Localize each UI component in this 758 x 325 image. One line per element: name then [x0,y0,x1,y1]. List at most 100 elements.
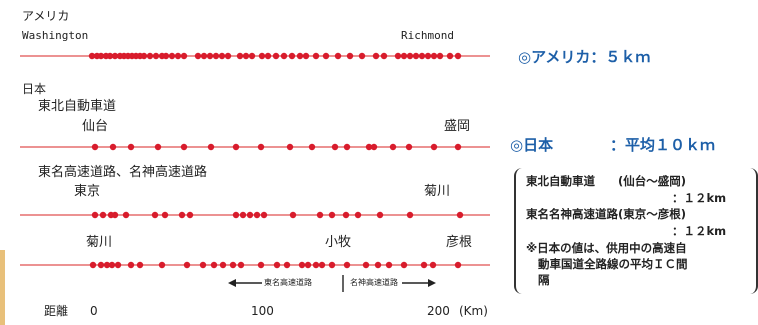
tohoku-route-interchange-dot [389,143,397,151]
tohoku-route-interchange-dot [365,143,373,151]
usa-route-interchange-dot [194,52,202,60]
meishin-route-interchange-dot [127,261,135,269]
tohoku-route-interchange-dot [286,143,294,151]
usa-route-interchange-dot [88,52,96,60]
usa-route-interchange-dot [454,52,462,60]
meishin-route-interchange-dot [103,261,111,269]
meishin-route-interchange-dot [318,261,326,269]
usa-route-interchange-dot [106,52,114,60]
japan-summary-value: ：平均１０ｋｍ [610,136,716,154]
left-edge-decoration [0,250,5,325]
meishin-arrow-head [428,279,436,287]
note-line-4: ：１２km [672,224,727,238]
tohoku-route-interchange-dot [127,143,135,151]
meishin-route-interchange-dot [304,261,312,269]
tomei-meishin-name: 東名高速道路、名神高速道路 [38,165,208,180]
usa-route-interchange-dot [272,52,280,60]
usa-title: アメリカ [22,9,70,23]
tohoku-route-interchange-dot [232,143,240,151]
legend-meishin: 名神高速道路 [350,278,398,287]
note-line-7: 隔 [538,273,550,287]
meishin-route-interchange-dot [114,261,122,269]
usa-route-interchange-dot [224,52,232,60]
tomei-route-interchange-dot [161,211,169,219]
tohoku-route-interchange-dot [109,143,117,151]
usa-route-interchange-dot [152,52,160,60]
tohoku-start-city: 仙台 [82,119,109,134]
meishin-route-interchange-dot [219,261,227,269]
usa-end-city: Richmond [401,29,454,42]
meishin-route-interchange-dot [183,261,191,269]
tohoku-route-interchange-dot [331,143,339,151]
legend-tomei: 東名高速道路 [264,278,312,287]
tomei-end-city: 菊川 [424,184,451,199]
meishin-route-interchange-dot [400,261,408,269]
usa-route-interchange-dot [400,52,408,60]
meishin-route-interchange-dot [420,261,428,269]
usa-route-interchange-dot [140,52,148,60]
tohoku-route-interchange-dot [180,143,188,151]
usa-route-interchange-dot [394,52,402,60]
tomei-route-interchange-dot [253,211,261,219]
usa-route-interchange-dot [174,52,182,60]
usa-route-interchange-dot [430,52,438,60]
usa-route-interchange-dot [264,52,272,60]
usa-summary: ◎アメリカ：５ｋｍ [518,48,651,66]
usa-route-interchange-dot [446,52,454,60]
meishin-route-interchange-dot [328,261,336,269]
note-line-5: ※日本の値は、供用中の高速自 [526,241,687,255]
usa-route-interchange-dot [424,52,432,60]
third-mid-city: 小牧 [325,235,352,250]
usa-route-interchange-dot [346,52,354,60]
japan-summary-label: ◎日本 [510,136,554,154]
usa-route-interchange-dot [436,52,444,60]
tomei-route-interchange-dot [99,211,107,219]
tomei-route-interchange-dot [289,211,297,219]
usa-route-interchange-dot [288,52,296,60]
meishin-route-interchange-dot [136,261,144,269]
usa-route-interchange-dot [418,52,426,60]
tomei-route-interchange-dot [354,211,362,219]
third-end-city: 彦根 [446,235,473,250]
usa-route-interchange-dot [168,52,176,60]
meishin-route-interchange-dot [210,261,218,269]
tomei-route-interchange-dot [178,211,186,219]
usa-route-interchange-dot [146,52,154,60]
usa-route-interchange-dot [97,52,105,60]
tohoku-route-interchange-dot [454,143,462,151]
meishin-route-interchange-dot [454,261,462,269]
tomei-route-interchange-dot [186,211,194,219]
axis-tick-100: 100 [251,304,274,318]
tomei-route-interchange-dot [456,211,464,219]
tomei-route-interchange-dot [122,211,130,219]
tohoku-end-city: 盛岡 [444,119,471,134]
tohoku-route-interchange-dot [207,143,215,151]
tomei-route-interchange-dot [328,211,336,219]
usa-route-interchange-dot [111,52,119,60]
tomei-route-interchange-dot [239,211,247,219]
meishin-route-interchange-dot [97,261,105,269]
legend-arrows [228,275,436,292]
usa-route-interchange-dot [162,52,170,60]
tomei-route-interchange-dot [342,211,350,219]
usa-route-interchange-dot [412,52,420,60]
japan-title: 日本 [22,82,47,96]
meishin-route-interchange-dot [385,261,393,269]
third-start-city: 菊川 [86,235,113,250]
tohoku-route-interchange-dot [154,143,162,151]
meishin-route-interchange-dot [199,261,207,269]
tomei-route-interchange-dot [246,211,254,219]
meishin-route-interchange-dot [312,261,320,269]
tomei-arrow-head [228,279,236,287]
axis-label: 距離 [44,304,69,318]
usa-route-interchange-dot [380,52,388,60]
usa-route-interchange-dot [248,52,256,60]
tomei-route-interchange-dot [260,211,268,219]
tohoku-route-interchange-dot [343,143,351,151]
meishin-route-interchange-dot [283,261,291,269]
tohoku-route-interchange-dot [370,143,378,151]
note-bracket [514,168,758,294]
meishin-route-interchange-dot [343,261,351,269]
usa-route-interchange-dot [236,52,244,60]
tomei-route-interchange-dot [151,211,159,219]
